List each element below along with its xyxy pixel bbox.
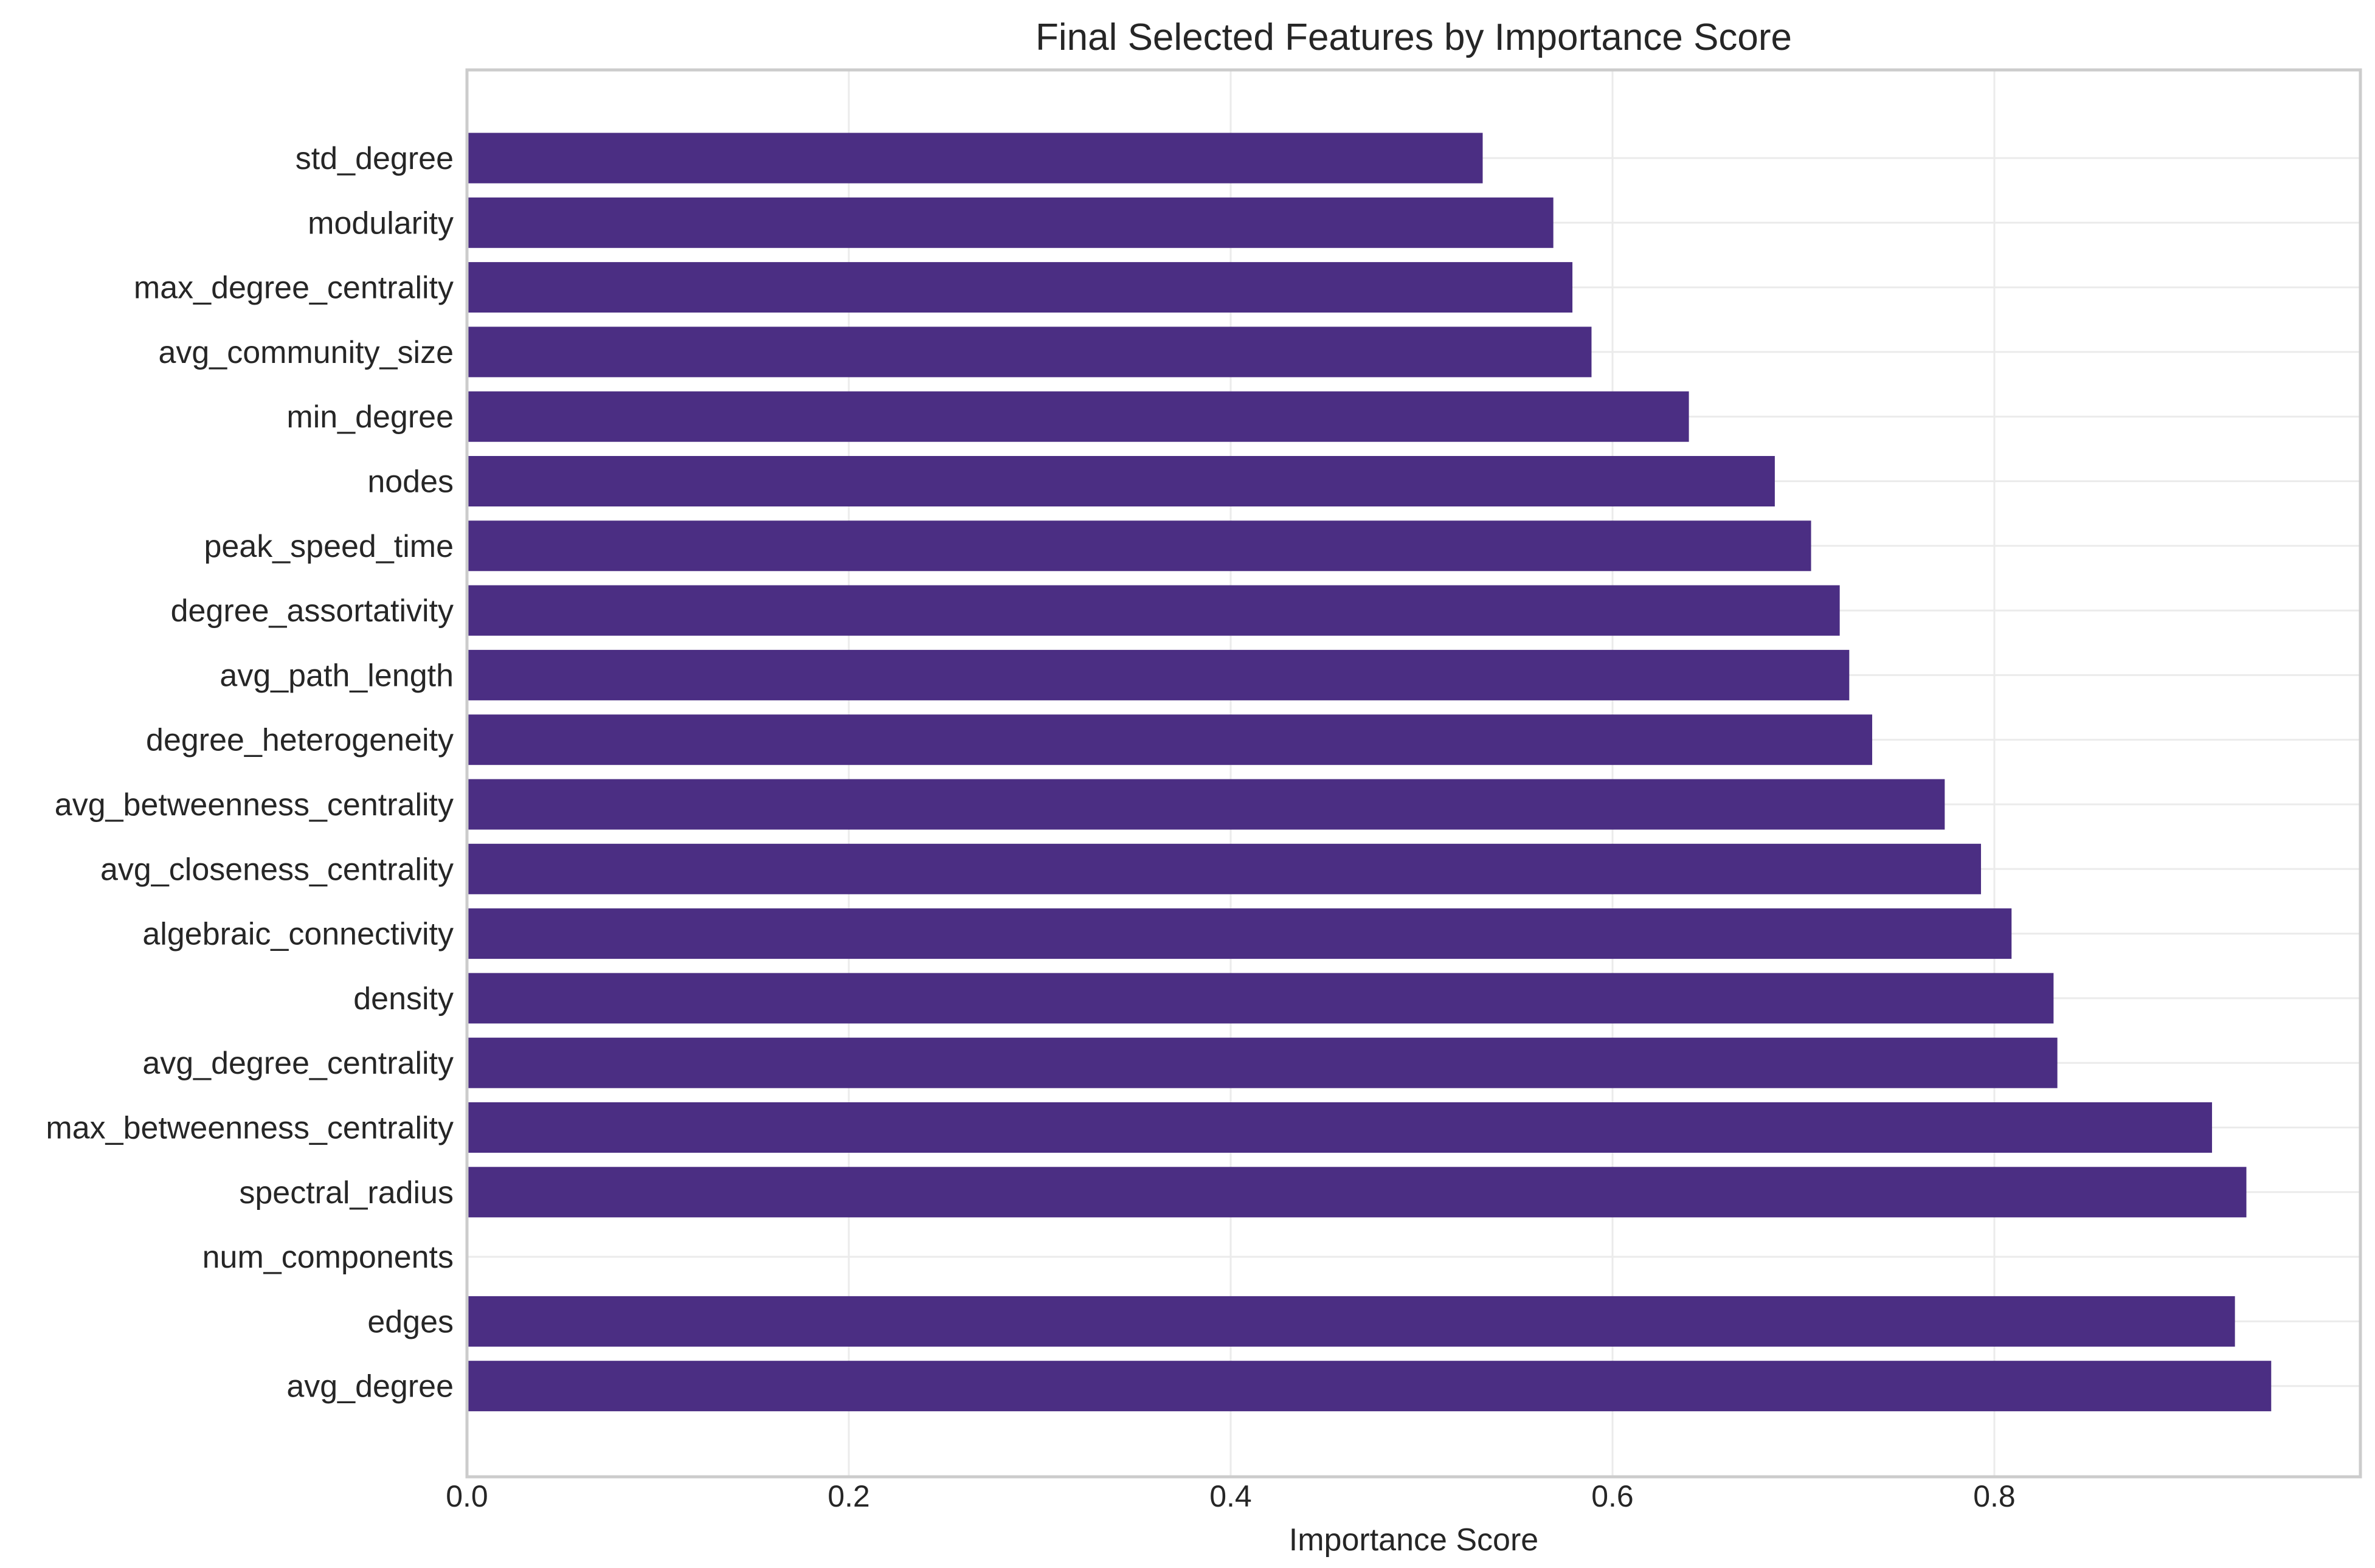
y-tick-label: edges [367,1304,454,1339]
x-tick-label: 0.6 [1591,1479,1634,1513]
bar-avg_closeness_centrality [467,843,1982,894]
y-tick-labels: std_degree modularity max_degree_centralit… [46,141,454,1404]
chart-title: Final Selected Features by Importance Sc… [1035,16,1792,58]
bar-peak_speed_time [467,520,1811,572]
y-tick-label: std_degree [296,141,454,176]
y-tick-label: degree_heterogeneity [146,723,454,758]
y-tick-label: peak_speed_time [204,529,454,564]
x-tick-label: 0.4 [1209,1479,1252,1513]
bar-avg_betweenness_centrality [467,779,1945,830]
y-tick-label: avg_closeness_centrality [100,852,454,887]
bar-avg_path_length [467,649,1850,700]
x-tick-label: 0.8 [1973,1479,2016,1513]
bar-max_betweenness_centrality [467,1102,2212,1153]
y-tick-label: density [353,981,454,1017]
y-tick-label: min_degree [286,399,454,435]
bar-min_degree [467,391,1689,442]
x-tick-label: 0.0 [446,1479,488,1513]
bar-algebraic_connectivity [467,908,2012,959]
bars [467,133,2272,1412]
y-tick-label: num_components [202,1240,454,1275]
bar-avg_degree [467,1361,2272,1412]
y-tick-label: spectral_radius [239,1175,454,1211]
bar-degree_assortativity [467,585,1840,636]
y-tick-label: avg_betweenness_centrality [55,787,454,823]
y-tick-label: avg_degree_centrality [142,1046,454,1081]
bar-modularity [467,197,1554,248]
y-tick-label: avg_community_size [158,335,454,370]
y-tick-label: avg_path_length [220,658,454,693]
x-axis-label: Importance Score [1289,1522,1538,1558]
y-tick-label: avg_degree [286,1369,454,1404]
plot-frame [465,68,2362,1479]
bar-std_degree [467,133,1483,184]
bar-nodes [467,456,1775,506]
bar-degree_heterogeneity [467,714,1873,765]
y-tick-label: degree_assortativity [171,593,454,629]
y-tick-label: max_betweenness_centrality [46,1111,454,1146]
y-tick-label: max_degree_centrality [134,271,454,306]
y-tick-label: modularity [308,205,454,241]
y-tick-label: nodes [367,465,454,500]
bar-spectral_radius [467,1167,2247,1218]
x-tick-label: 0.2 [828,1479,870,1513]
bar-avg_degree_centrality [467,1037,2058,1088]
bar-max_degree_centrality [467,262,1573,313]
bar-density [467,973,2054,1024]
bar-avg_community_size [467,326,1592,378]
y-tick-label: algebraic_connectivity [142,917,454,952]
x-tick-labels: 0.0 0.2 0.4 0.6 0.8 [446,1479,2016,1513]
bar-edges [467,1296,2235,1347]
